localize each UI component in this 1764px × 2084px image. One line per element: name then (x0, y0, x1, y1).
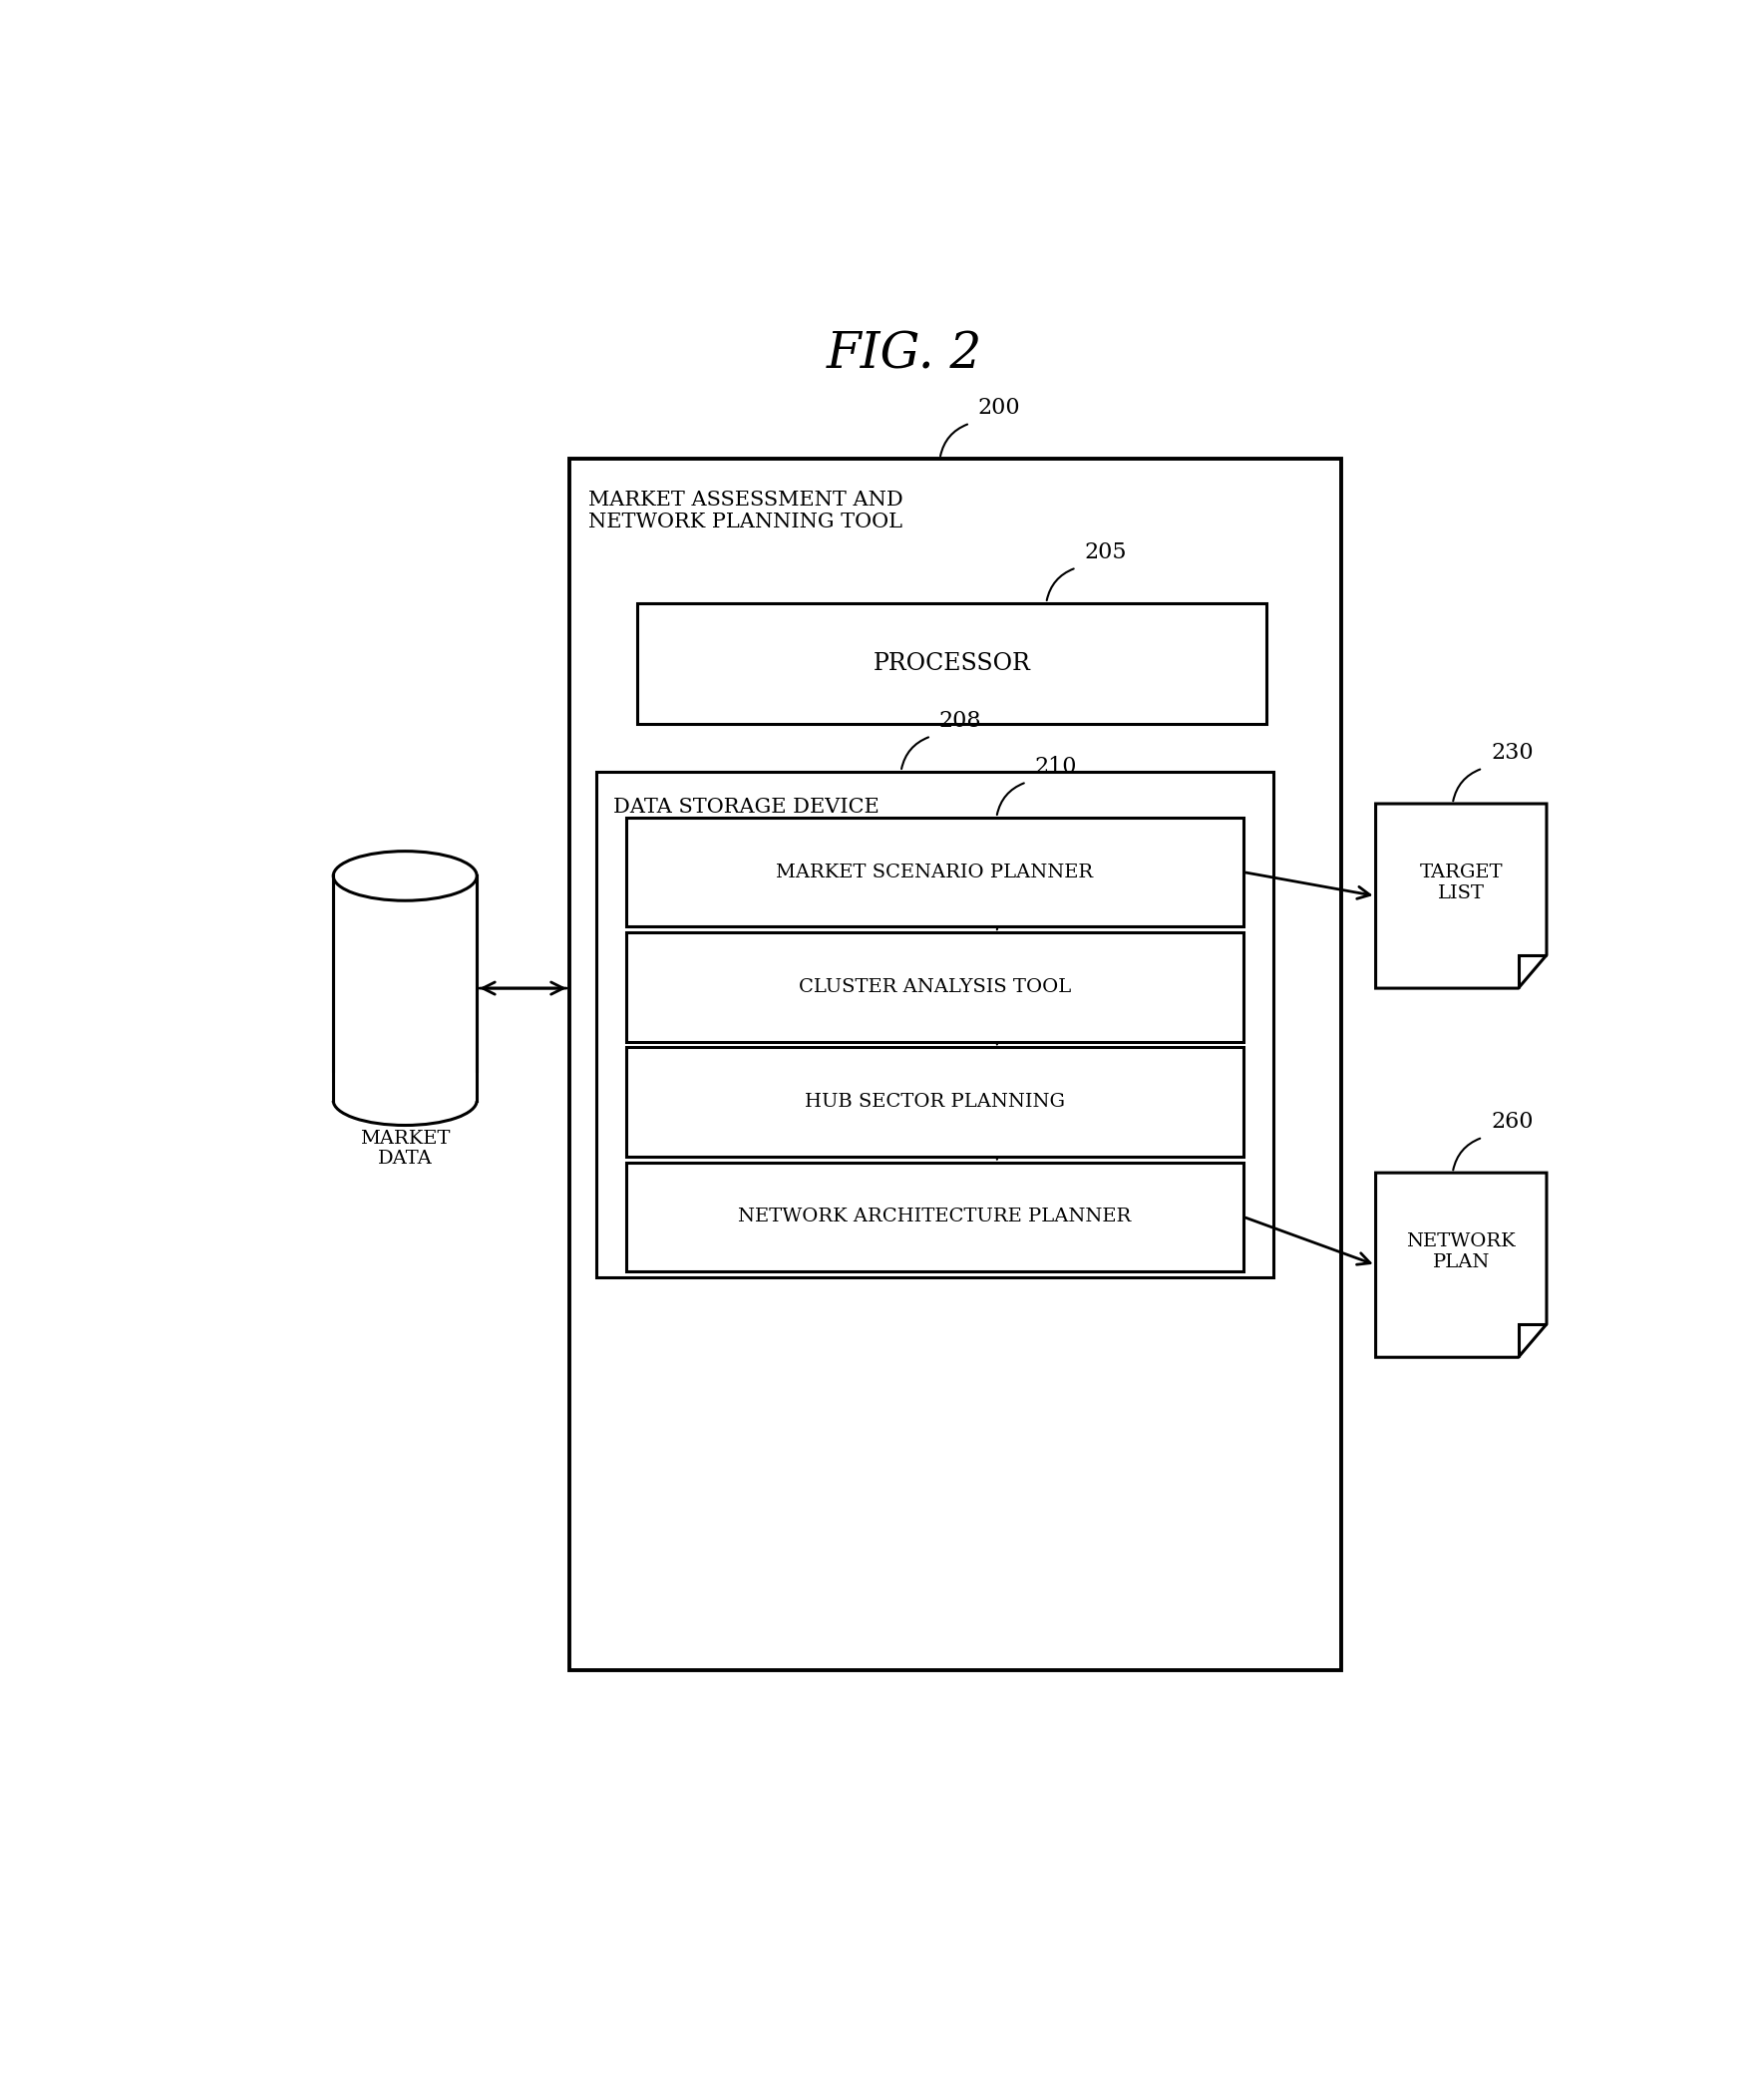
Text: TARGET
LIST: TARGET LIST (1420, 863, 1503, 902)
Bar (637, 602, 1267, 723)
Bar (570, 458, 1342, 1669)
Text: DATA STORAGE DEVICE: DATA STORAGE DEVICE (612, 798, 878, 817)
Ellipse shape (333, 1075, 476, 1125)
Text: 300: 300 (1035, 871, 1078, 892)
Text: MARKET
DATA: MARKET DATA (360, 1130, 450, 1169)
Bar (626, 1163, 1244, 1271)
Bar (626, 1048, 1244, 1157)
Text: 250: 250 (1035, 1100, 1078, 1121)
Bar (626, 932, 1244, 1042)
Polygon shape (1376, 804, 1547, 988)
Bar (333, 875, 476, 1100)
Text: NETWORK ARCHITECTURE PLANNER: NETWORK ARCHITECTURE PLANNER (739, 1209, 1131, 1225)
Text: CLUSTER ANALYSIS TOOL: CLUSTER ANALYSIS TOOL (799, 977, 1071, 996)
Text: 700: 700 (1035, 986, 1078, 1007)
Text: 260: 260 (1491, 1111, 1533, 1134)
Polygon shape (1376, 1173, 1547, 1357)
Text: PROCESSOR: PROCESSOR (873, 652, 1030, 675)
Ellipse shape (333, 850, 476, 900)
Text: 230: 230 (1491, 742, 1533, 763)
Text: HUB SECTOR PLANNING: HUB SECTOR PLANNING (804, 1092, 1065, 1111)
Text: NETWORK
PLAN: NETWORK PLAN (1406, 1234, 1515, 1271)
Text: MARKET ASSESSMENT AND
NETWORK PLANNING TOOL: MARKET ASSESSMENT AND NETWORK PLANNING T… (587, 490, 903, 531)
Text: 210: 210 (1035, 754, 1078, 777)
Bar (330, 1073, 480, 1100)
Text: 200: 200 (979, 396, 1021, 419)
Text: FIG. 2: FIG. 2 (826, 329, 983, 379)
Text: MARKET SCENARIO PLANNER: MARKET SCENARIO PLANNER (776, 863, 1094, 882)
Text: 208: 208 (938, 709, 983, 731)
Text: 205: 205 (1085, 542, 1127, 563)
Bar (596, 771, 1274, 1277)
Bar (626, 817, 1244, 927)
